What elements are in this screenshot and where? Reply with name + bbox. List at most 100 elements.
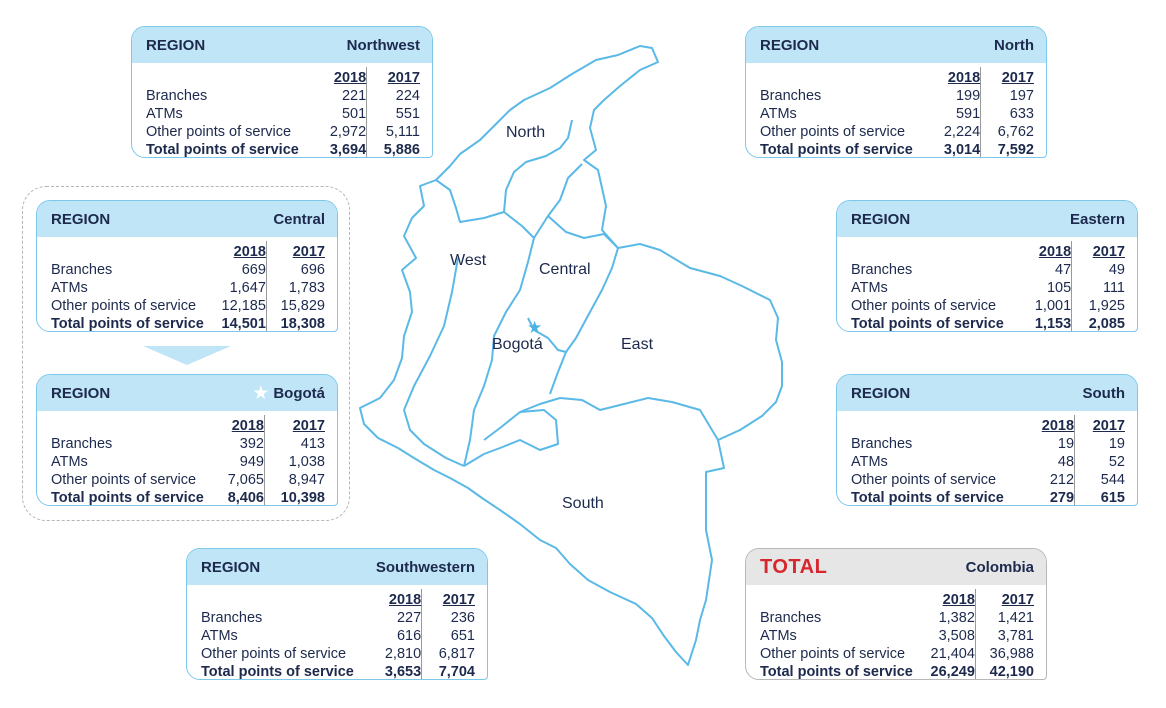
card-header: REGION Northwest (132, 27, 432, 63)
table-row: ATMs 501 551 (146, 105, 420, 123)
row-label: Total points of service (146, 142, 299, 158)
points-of-service-table: 2018 2017 Branches 392 413 ATMs 949 1,038 Other … (51, 415, 325, 506)
row-label-header (51, 415, 220, 435)
table-header-row: 2018 2017 (51, 241, 325, 261)
value-2018: 3,694 (329, 142, 367, 158)
row-label: Other points of service (51, 298, 197, 314)
table-row: ATMs 591 633 (760, 105, 1034, 123)
total-row: Total points of service 3,694 5,886 (146, 141, 420, 158)
central-bogota-group-outline (22, 186, 350, 521)
total-row: Total points of service 279 615 (851, 489, 1125, 506)
card-header-region-name: Northwest (347, 37, 420, 54)
card-header-label: TOTAL (760, 555, 828, 578)
region-name-text: Southwestern (375, 558, 475, 576)
table-row: ATMs 1,647 1,783 (51, 279, 325, 297)
value-2018: 19 (1057, 436, 1075, 452)
colombia-map (359, 45, 783, 666)
table-row: Other points of service 212 544 (851, 471, 1125, 489)
value-2018: 949 (239, 454, 264, 470)
map-label-east: East (621, 336, 654, 353)
card-header-region-name: South (1083, 385, 1126, 402)
row-label: Other points of service (851, 298, 997, 314)
card-header: REGION Southwestern (187, 549, 487, 585)
points-of-service-table: 2018 2017 Branches 1,382 1,421 ATMs 3,508 3,781… (760, 589, 1034, 680)
row-label: Total points of service (201, 664, 354, 680)
value-2018: 1,153 (1034, 316, 1072, 332)
row-label: Branches (201, 610, 263, 626)
row-label: Other points of service (851, 472, 997, 488)
row-label: Branches (51, 436, 113, 452)
map-label-central: Central (539, 261, 591, 278)
row-label: Branches (146, 88, 208, 104)
value-2017: 111 (1071, 279, 1125, 297)
value-2018: 3,014 (943, 142, 981, 158)
value-2017: 1,783 (265, 279, 325, 297)
table-header-row: 2018 2017 (760, 67, 1034, 87)
value-2018: 7,065 (227, 472, 264, 488)
row-label: ATMs (51, 454, 88, 470)
value-2017: 413 (264, 435, 325, 453)
value-2017: 224 (366, 87, 420, 105)
value-2018: 669 (241, 262, 266, 278)
value-2018: 14,501 (221, 316, 266, 332)
total-row: Total points of service 14,501 18,308 (51, 315, 325, 332)
value-2017: 18,308 (265, 315, 325, 331)
row-label: Total points of service (851, 316, 1004, 332)
value-2018: 8,406 (227, 490, 264, 506)
row-label: Other points of service (201, 646, 347, 662)
row-label: Other points of service (760, 124, 906, 140)
card-header: REGION Central (37, 201, 337, 237)
map-label-south: South (562, 495, 604, 512)
table-row: Other points of service 7,065 8,947 (51, 471, 325, 489)
boundary-south-west (463, 409, 559, 467)
card-header-region-name: Eastern (1070, 211, 1125, 228)
row-label: ATMs (146, 106, 183, 122)
year-2017-header: 2017 (265, 241, 325, 261)
row-label-header (851, 415, 1031, 435)
row-label: Total points of service (760, 142, 913, 158)
value-2017: 2,085 (1071, 315, 1125, 331)
value-2018: 1,647 (229, 280, 266, 296)
year-2017-header: 2017 (421, 589, 475, 609)
value-2017: 615 (1074, 489, 1125, 505)
card-header-label: REGION (851, 210, 911, 228)
card-header-label: REGION (51, 384, 111, 402)
table-header-row: 2018 2017 (51, 415, 325, 435)
points-of-service-table: 2018 2017 Branches 221 224 ATMs 501 551 Other po… (146, 67, 420, 158)
boundary-north-west (435, 163, 583, 239)
region-card-south: REGION South 2018 2017 Branches 19 19 ATMs 48 52 O… (836, 374, 1138, 506)
value-2017: 52 (1074, 453, 1125, 471)
value-2018: 26,249 (930, 664, 975, 680)
value-2018: 3,653 (384, 664, 422, 680)
card-header-region-name: ★ Bogotá (252, 384, 325, 403)
card-header-label: REGION (201, 558, 261, 576)
card-header-region-name: Colombia (966, 559, 1034, 576)
total-row: Total points of service 3,653 7,704 (201, 663, 475, 680)
points-of-service-table: 2018 2017 Branches 199 197 ATMs 591 633 Other po… (760, 67, 1034, 158)
table-row: Branches 1,382 1,421 (760, 609, 1034, 627)
value-2018: 48 (1057, 454, 1075, 470)
region-card-central: REGION Central 2018 2017 Branches 669 696 ATMs 1… (36, 200, 338, 332)
value-2017: 10,398 (264, 489, 325, 505)
table-header-row: 2018 2017 (851, 415, 1125, 435)
card-header-label: REGION (146, 36, 206, 54)
points-of-service-table: 2018 2017 Branches 47 49 ATMs 105 111 Other poin… (851, 241, 1125, 332)
row-label: Branches (51, 262, 113, 278)
value-2017: 6,762 (980, 123, 1034, 141)
year-2018-header: 2018 (233, 244, 266, 260)
value-2017: 3,781 (974, 627, 1034, 645)
table-row: Branches 392 413 (51, 435, 325, 453)
row-label: Total points of service (51, 490, 204, 506)
row-label: Total points of service (851, 490, 1004, 506)
card-header: REGION Eastern (837, 201, 1137, 237)
value-2018: 279 (1049, 490, 1075, 506)
value-2018: 2,224 (943, 124, 981, 140)
region-name-text: Eastern (1069, 210, 1125, 228)
year-2017-header: 2017 (980, 67, 1034, 87)
map-label-bogota: Bogotá (492, 336, 543, 353)
table-row: ATMs 616 651 (201, 627, 475, 645)
card-header-label: REGION (51, 210, 111, 228)
total-row: Total points of service 3,014 7,592 (760, 141, 1034, 158)
card-header-label: REGION (760, 36, 820, 54)
table-header-row: 2018 2017 (146, 67, 420, 87)
